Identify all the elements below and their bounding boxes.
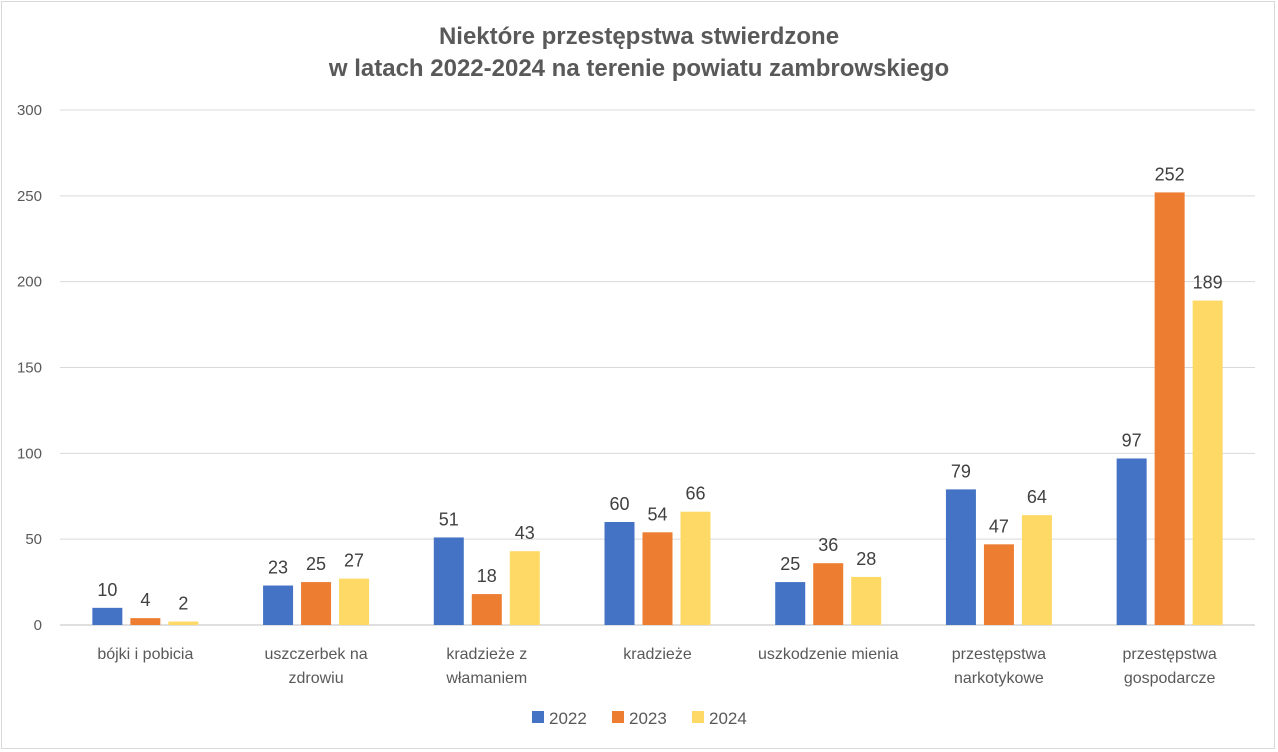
y-tick-label: 50 — [25, 531, 42, 548]
legend: 2022 2023 2024 — [532, 709, 747, 728]
data-label: 25 — [780, 554, 800, 574]
y-tick-label: 100 — [17, 445, 42, 462]
bar-2024-2 — [509, 551, 540, 625]
data-labels: 10 4 2 23 25 27 51 18 43 60 54 66 25 36 28 79 47 64 97 252 1… — [97, 164, 1222, 613]
data-label: 23 — [268, 558, 288, 578]
bar-2024-3 — [680, 511, 711, 625]
x-tick-label: uszkodzenie mienia — [758, 646, 899, 663]
legend-swatch-2022 — [532, 711, 544, 723]
x-tick-label: włamaniem — [445, 670, 527, 687]
bar-2023-1 — [301, 582, 332, 625]
gridlines — [60, 109, 1255, 626]
data-label: 25 — [306, 554, 326, 574]
x-tick-label: zdrowiu — [289, 670, 344, 687]
y-tick-label: 150 — [17, 360, 42, 377]
y-tick-label: 200 — [17, 274, 42, 291]
data-label: 64 — [1027, 487, 1047, 507]
y-tick-label: 0 — [34, 617, 42, 634]
data-label: 79 — [951, 461, 971, 481]
data-label: 36 — [818, 535, 838, 555]
y-tick-label: 250 — [17, 188, 42, 205]
x-tick-label: przestępstwa — [952, 646, 1046, 663]
bar-2022-6 — [1116, 458, 1147, 625]
bar-2023-6 — [1154, 192, 1185, 625]
bar-2022-3 — [604, 522, 635, 625]
bar-2023-3 — [642, 532, 673, 625]
data-label: 60 — [609, 494, 629, 514]
x-tick-label: gospodarcze — [1124, 670, 1216, 687]
y-tick-label: 300 — [17, 102, 42, 119]
data-label: 28 — [856, 549, 876, 569]
x-tick-label: kradzieże z — [446, 646, 527, 663]
data-label: 10 — [97, 580, 117, 600]
bar-2022-2 — [433, 537, 464, 625]
y-axis-ticks: 0 50 100 150 200 250 300 — [17, 102, 42, 634]
bar-2024-1 — [339, 578, 370, 625]
chart-title: Niektóre przestępstwa stwierdzone w latac… — [328, 23, 949, 82]
bar-2024-0 — [168, 621, 199, 625]
x-axis-ticks: bójki i pobicia uszczerbek na zdrowiu kradz… — [97, 646, 1217, 687]
legend-label: 2023 — [629, 709, 667, 728]
legend-label: 2022 — [549, 709, 587, 728]
data-label: 18 — [477, 566, 497, 586]
data-label: 51 — [439, 509, 459, 529]
data-label: 47 — [989, 516, 1009, 536]
bar-2022-4 — [775, 582, 806, 625]
legend-label: 2024 — [709, 709, 747, 728]
bar-2022-5 — [945, 489, 976, 625]
bar-2024-6 — [1192, 300, 1223, 625]
bar-2023-2 — [471, 594, 502, 625]
legend-swatch-2023 — [612, 711, 624, 723]
chart-title-line: Niektóre przestępstwa stwierdzone — [439, 23, 839, 50]
bar-2022-1 — [263, 585, 294, 625]
x-tick-label: przestępstwa — [1123, 646, 1217, 663]
data-label: 43 — [515, 523, 535, 543]
data-label: 4 — [140, 590, 150, 610]
bar-2022-0 — [92, 607, 123, 625]
data-label: 54 — [647, 504, 667, 524]
data-label: 97 — [1122, 430, 1142, 450]
legend-swatch-2024 — [692, 711, 704, 723]
bars — [92, 192, 1223, 625]
x-tick-label: uszczerbek na — [264, 646, 367, 663]
bar-2023-4 — [813, 563, 844, 625]
data-label: 252 — [1155, 164, 1185, 184]
x-tick-label: kradzieże — [623, 646, 692, 663]
data-label: 66 — [685, 484, 705, 504]
data-label: 27 — [344, 551, 364, 571]
bar-2023-0 — [130, 618, 161, 625]
data-label: 2 — [178, 594, 188, 614]
data-label: 189 — [1193, 273, 1223, 293]
bar-2023-5 — [983, 544, 1014, 625]
bar-2024-5 — [1021, 515, 1052, 625]
chart-title-line: w latach 2022-2024 na terenie powiatu za… — [328, 55, 949, 82]
bar-2024-4 — [851, 576, 882, 625]
x-tick-label: narkotykowe — [954, 670, 1044, 687]
x-tick-label: bójki i pobicia — [97, 646, 193, 663]
